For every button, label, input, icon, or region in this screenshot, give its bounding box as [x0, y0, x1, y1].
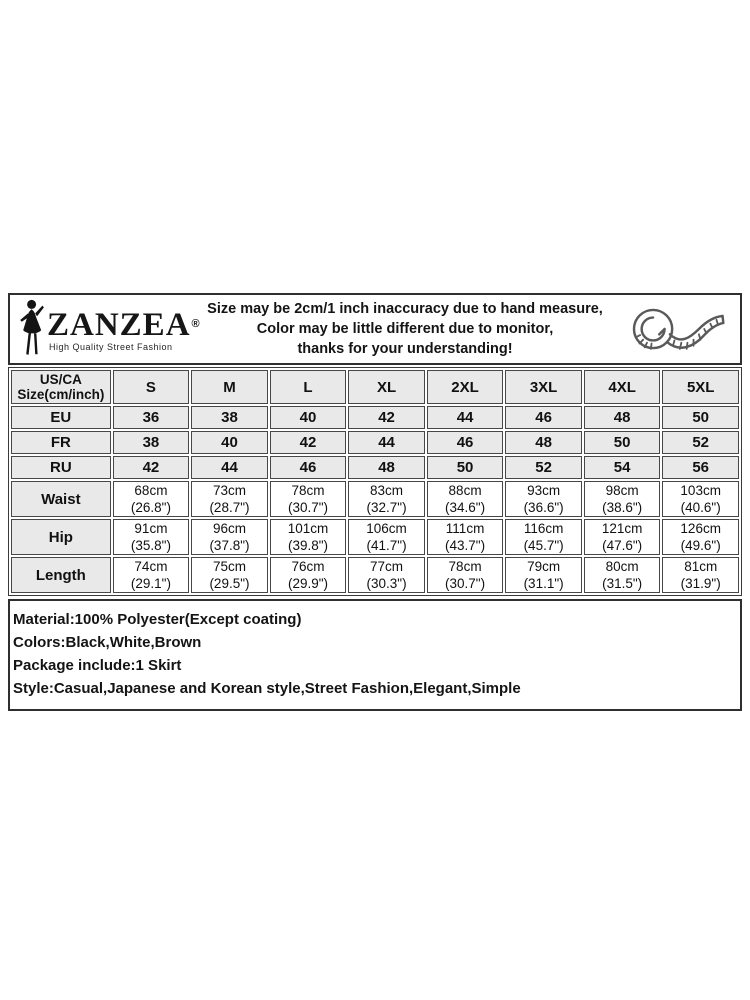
size-value-cell: 48: [583, 406, 661, 429]
notice-line-3: thanks for your understanding!: [297, 341, 513, 357]
column-header-cell: 2XL: [426, 370, 504, 404]
measure-value-cell: 106cm (41.7"): [348, 519, 425, 555]
size-value-cell: 42: [269, 431, 347, 454]
registered-mark: ®: [191, 317, 200, 330]
measure-value-cell: 96cm (37.8"): [191, 519, 268, 555]
size-value-cell: 50: [662, 406, 739, 429]
size-row-ru: RU 42 44 46 48 50 52 54 56: [11, 456, 739, 479]
size-value-cell: 48: [348, 456, 425, 479]
table-header-row: US/CA Size(cm/inch) S M L XL 2XL 3XL 4XL 5XL: [11, 370, 739, 404]
size-value-cell: 44: [348, 431, 425, 454]
woman-silhouette-icon: [16, 299, 46, 359]
measure-value-cell: 126cm (49.6"): [662, 519, 739, 555]
column-header-cell: 4XL: [583, 370, 661, 404]
measure-value-cell: 79cm (31.1"): [505, 557, 582, 593]
corner-header-cell: US/CA Size(cm/inch): [11, 370, 111, 404]
measure-value-cell: 68cm (26.8"): [112, 481, 190, 517]
measure-row-length: Length 74cm (29.1") 75cm (29.5") 76cm (29.9") 7…: [11, 557, 739, 593]
measure-value-cell: 73cm (28.7"): [191, 481, 268, 517]
measure-value-cell: 74cm (29.1"): [112, 557, 190, 593]
size-value-cell: 50: [426, 456, 504, 479]
size-value-cell: 46: [269, 456, 347, 479]
column-header-cell: M: [191, 370, 268, 404]
column-header-cell: 3XL: [505, 370, 582, 404]
measure-value-cell: 103cm (40.6"): [662, 481, 739, 517]
size-value-cell: 46: [426, 431, 504, 454]
column-header-cell: 5XL: [662, 370, 739, 404]
measure-value-cell: 76cm (29.9"): [269, 557, 347, 593]
size-value-cell: 38: [191, 406, 268, 429]
size-value-cell: 42: [348, 406, 425, 429]
measure-value-cell: 77cm (30.3"): [348, 557, 425, 593]
measure-value-cell: 81cm (31.9"): [662, 557, 739, 593]
measure-value-cell: 78cm (30.7"): [269, 481, 347, 517]
column-header-cell: S: [112, 370, 190, 404]
brand-tagline: High Quality Street Fashion: [49, 341, 173, 352]
size-value-cell: 42: [112, 456, 190, 479]
size-row-fr: FR 38 40 42 44 46 48 50 52: [11, 431, 739, 454]
measure-value-cell: 88cm (34.6"): [426, 481, 504, 517]
row-label-cell: Waist: [11, 481, 111, 517]
row-label-cell: Hip: [11, 519, 111, 555]
measure-notice: Size may be 2cm/1 inch inaccuracy due to…: [196, 299, 618, 359]
package-line: Package include:1 Skirt: [13, 657, 182, 674]
size-row-eu: EU 36 38 40 42 44 46 48 50: [11, 406, 739, 429]
measure-value-cell: 111cm (43.7"): [426, 519, 504, 555]
measure-value-cell: 80cm (31.5"): [583, 557, 661, 593]
size-value-cell: 52: [505, 456, 582, 479]
column-header-cell: XL: [348, 370, 425, 404]
measuring-tape-icon: [618, 300, 734, 358]
size-value-cell: 40: [191, 431, 268, 454]
notice-line-2: Color may be little different due to mon…: [256, 321, 554, 337]
size-chart-sheet: ZANZEA ® High Quality Street Fashion Siz…: [8, 293, 742, 711]
brand-name: ZANZEA: [47, 306, 191, 343]
measure-value-cell: 101cm (39.8"): [269, 519, 347, 555]
size-value-cell: 46: [505, 406, 582, 429]
measure-value-cell: 75cm (29.5"): [191, 557, 268, 593]
material-line: Material:100% Polyester(Except coating): [13, 611, 302, 628]
size-value-cell: 38: [112, 431, 190, 454]
brand-logo: ZANZEA ® High Quality Street Fashion: [16, 299, 200, 359]
row-label-cell: FR: [11, 431, 111, 454]
size-value-cell: 54: [583, 456, 661, 479]
measure-value-cell: 91cm (35.8"): [112, 519, 190, 555]
column-header-cell: L: [269, 370, 347, 404]
measure-value-cell: 93cm (36.6"): [505, 481, 582, 517]
row-label-cell: RU: [11, 456, 111, 479]
size-value-cell: 44: [191, 456, 268, 479]
product-info-box: Material:100% Polyester(Except coating) …: [8, 599, 742, 711]
measure-value-cell: 98cm (38.6"): [583, 481, 661, 517]
size-value-cell: 36: [112, 406, 190, 429]
size-value-cell: 56: [662, 456, 739, 479]
measure-value-cell: 83cm (32.7"): [348, 481, 425, 517]
size-value-cell: 52: [662, 431, 739, 454]
size-value-cell: 48: [505, 431, 582, 454]
size-value-cell: 44: [426, 406, 504, 429]
row-label-cell: EU: [11, 406, 111, 429]
measure-value-cell: 78cm (30.7"): [426, 557, 504, 593]
measure-row-waist: Waist 68cm (26.8") 73cm (28.7") 78cm (30.7") 83…: [11, 481, 739, 517]
size-table: US/CA Size(cm/inch) S M L XL 2XL 3XL 4XL 5XL EU 36 3…: [8, 367, 742, 596]
brand-logo-text: ZANZEA ® High Quality Street Fashion: [47, 306, 200, 352]
row-label-cell: Length: [11, 557, 111, 593]
size-value-cell: 40: [269, 406, 347, 429]
measure-row-hip: Hip 91cm (35.8") 96cm (37.8") 101cm (39.8") 106…: [11, 519, 739, 555]
notice-line-1: Size may be 2cm/1 inch inaccuracy due to…: [207, 301, 603, 317]
style-line: Style:Casual,Japanese and Korean style,S…: [13, 680, 521, 697]
colors-line: Colors:Black,White,Brown: [13, 634, 202, 651]
size-value-cell: 50: [583, 431, 661, 454]
measure-value-cell: 116cm (45.7"): [505, 519, 582, 555]
measure-value-cell: 121cm (47.6"): [583, 519, 661, 555]
header-box: ZANZEA ® High Quality Street Fashion Siz…: [8, 293, 742, 365]
